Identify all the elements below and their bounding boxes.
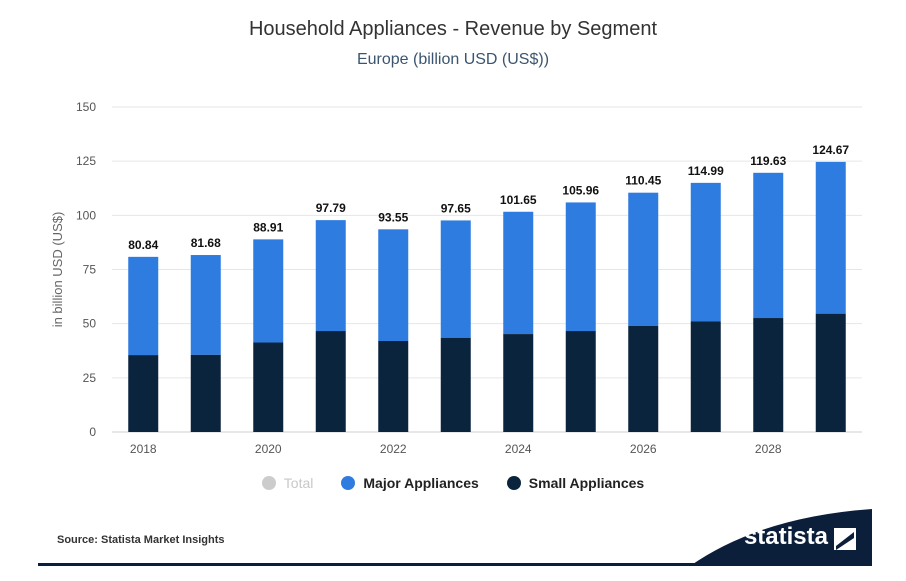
bar-small-appliances — [690, 321, 721, 432]
bar-small-appliances — [315, 331, 346, 432]
legend-label-major: Major Appliances — [363, 475, 479, 491]
data-label-total: 80.84 — [128, 238, 158, 252]
chart-subtitle: Europe (billion USD (US$)) — [356, 51, 550, 68]
statista-mark-icon — [834, 528, 856, 550]
data-label-total: 93.55 — [378, 210, 408, 224]
bar-small-appliances — [190, 354, 221, 432]
bar-small-appliances — [440, 337, 471, 432]
bar-small-appliances — [565, 331, 596, 432]
y-tick-label: 125 — [76, 154, 96, 168]
data-label-total: 124.67 — [812, 143, 849, 157]
y-tick-label: 25 — [83, 371, 97, 385]
y-axis-title: in billion USD (US$) — [50, 212, 65, 328]
bar-small-appliances — [753, 318, 784, 432]
bar-small-appliances — [378, 341, 409, 432]
data-label-total: 105.96 — [562, 183, 599, 197]
data-label-total: 119.63 — [750, 154, 786, 168]
data-label-total: 114.99 — [688, 164, 724, 178]
data-label-total: 97.79 — [316, 201, 346, 215]
y-tick-label: 75 — [83, 263, 97, 277]
bar-small-appliances — [815, 313, 846, 432]
logo-background — [690, 509, 872, 566]
bar-major-appliances — [753, 172, 784, 319]
bar-major-appliances — [190, 255, 221, 355]
source-note: Source: Statista Market Insights — [57, 534, 225, 546]
brand-name: statista — [743, 523, 828, 550]
x-tick-label: 2028 — [755, 442, 782, 456]
x-tick-label: 2024 — [505, 442, 532, 456]
bar-small-appliances — [128, 355, 159, 432]
bar-small-appliances — [503, 334, 534, 432]
legend-item-major-appliances[interactable]: Major Appliances — [341, 475, 479, 491]
bar-small-appliances — [628, 325, 659, 432]
x-tick-label: 2026 — [630, 442, 657, 456]
chart-legend: Total Major Appliances Small Appliances — [0, 475, 906, 491]
legend-label-total: Total — [283, 475, 314, 491]
bar-major-appliances — [253, 239, 284, 343]
legend-swatch-major — [341, 476, 356, 490]
data-label-total: 101.65 — [500, 193, 537, 207]
legend-swatch-small — [506, 476, 521, 490]
statista-logo[interactable]: statista — [690, 509, 872, 566]
bar-major-appliances — [315, 220, 346, 332]
y-tick-label: 100 — [76, 208, 96, 222]
data-label-total: 110.45 — [625, 174, 661, 188]
footer-rule — [38, 563, 872, 566]
x-tick-label: 2018 — [130, 442, 157, 456]
bar-major-appliances — [440, 220, 471, 338]
y-tick-label: 0 — [89, 425, 96, 439]
chart-title: Household Appliances - Revenue by Segmen… — [248, 18, 658, 40]
bar-major-appliances — [378, 229, 409, 341]
data-label-total: 97.65 — [441, 201, 471, 215]
bar-major-appliances — [503, 211, 534, 335]
data-label-total: 88.91 — [253, 220, 283, 234]
legend-swatch-total — [261, 476, 276, 490]
y-tick-label: 150 — [76, 100, 96, 114]
legend-item-small-appliances[interactable]: Small Appliances — [506, 475, 645, 491]
bar-major-appliances — [628, 192, 659, 326]
legend-label-small: Small Appliances — [528, 475, 645, 491]
bar-small-appliances — [253, 342, 284, 432]
legend-item-total[interactable]: Total — [261, 475, 314, 491]
data-label-total: 81.68 — [191, 236, 221, 250]
bar-major-appliances — [128, 256, 159, 356]
bar-major-appliances — [690, 182, 721, 322]
stacked-bar-chart: 0 25 50 75 100 125 150 in billion USD (US$) 80.8… — [50, 100, 862, 456]
x-tick-label: 2020 — [255, 442, 282, 456]
bar-major-appliances — [815, 161, 846, 314]
y-tick-label: 50 — [83, 317, 97, 331]
bar-major-appliances — [565, 202, 596, 332]
x-tick-label: 2022 — [380, 442, 407, 456]
